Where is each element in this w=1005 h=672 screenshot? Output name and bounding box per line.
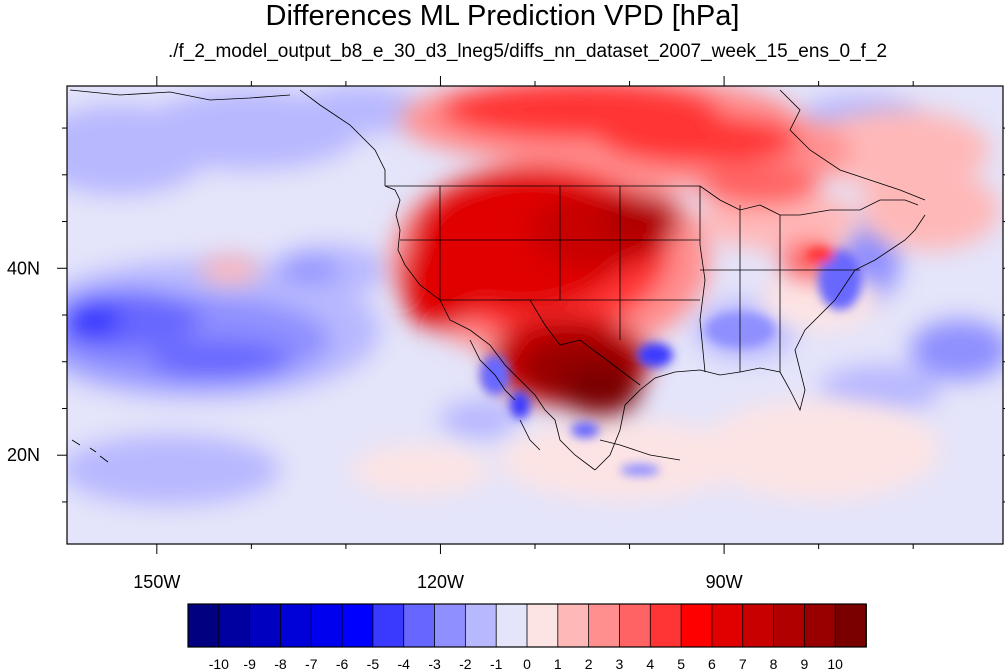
colorbar-swatch	[403, 603, 436, 648]
colorbar-label: 5	[677, 656, 685, 672]
colorbar-label: 0	[523, 656, 531, 672]
x-tick-label: 120W	[417, 572, 464, 592]
colorbar-swatch	[372, 603, 405, 648]
y-tick-label: 20N	[7, 445, 40, 465]
colorbar-swatch	[834, 603, 867, 648]
colorbar-label: 9	[800, 656, 808, 672]
colorbar-label: 7	[739, 656, 747, 672]
colorbar-label: 1	[554, 656, 562, 672]
colorbar-frame	[187, 603, 867, 648]
map-field	[67, 86, 1003, 544]
colorbar-label: -5	[367, 656, 380, 672]
colorbar	[187, 603, 867, 648]
colorbar-labels: -10 -9 -8 -7 -6 -5 -4 -3 -2 -1 0 1 2 3 4 5 6 7 8 9 10	[209, 656, 843, 672]
colorbar-swatch	[218, 603, 251, 648]
colorbar-swatch	[187, 603, 220, 648]
map-title: Differences ML Prediction VPD [hPa]	[265, 0, 740, 32]
colorbar-swatch	[711, 603, 744, 648]
colorbar-swatch	[280, 603, 313, 648]
x-tick-label: 150W	[133, 572, 180, 592]
colorbar-label: 3	[616, 656, 624, 672]
colorbar-swatch	[310, 603, 343, 648]
coastlines	[69, 89, 926, 471]
colorbar-swatch	[619, 603, 652, 648]
colorbar-label: 8	[770, 656, 778, 672]
colorbar-label: 6	[708, 656, 716, 672]
colorbar-swatch	[773, 603, 806, 648]
colorbar-label: 10	[827, 656, 843, 672]
colorbar-swatch	[341, 603, 374, 648]
y-tick-label: 40N	[7, 258, 40, 278]
colorbar-label: -6	[336, 656, 349, 672]
colorbar-swatch	[649, 603, 682, 648]
axis-labels: 150W 120W 90W 40N 20N	[7, 258, 743, 592]
colorbar-swatch	[588, 603, 621, 648]
colorbar-swatch	[557, 603, 590, 648]
colorbar-swatch	[742, 603, 775, 648]
colorbar-swatch	[464, 603, 498, 648]
colorbar-swatch	[526, 603, 559, 648]
colorbar-swatch	[249, 603, 282, 648]
colorbar-label: 4	[646, 656, 654, 672]
axis-ticks	[57, 76, 1005, 554]
colorbar-label: -1	[490, 656, 503, 672]
x-tick-label: 90W	[706, 572, 743, 592]
map-subtitle: ./f_2_model_output_b8_e_30_d3_lneg5/diff…	[167, 41, 888, 62]
colorbar-label: -8	[274, 656, 287, 672]
colorbar-swatch	[495, 603, 528, 648]
colorbar-label: -4	[398, 656, 411, 672]
colorbar-swatch	[434, 603, 467, 648]
colorbar-swatch	[680, 603, 713, 648]
colorbar-label: -3	[428, 656, 441, 672]
colorbar-label: -10	[209, 656, 229, 672]
colorbar-swatch	[803, 603, 837, 648]
colorbar-label: -7	[305, 656, 318, 672]
colorbar-label: -9	[243, 656, 256, 672]
colorbar-label: -2	[459, 656, 472, 672]
colorbar-label: 2	[585, 656, 593, 672]
